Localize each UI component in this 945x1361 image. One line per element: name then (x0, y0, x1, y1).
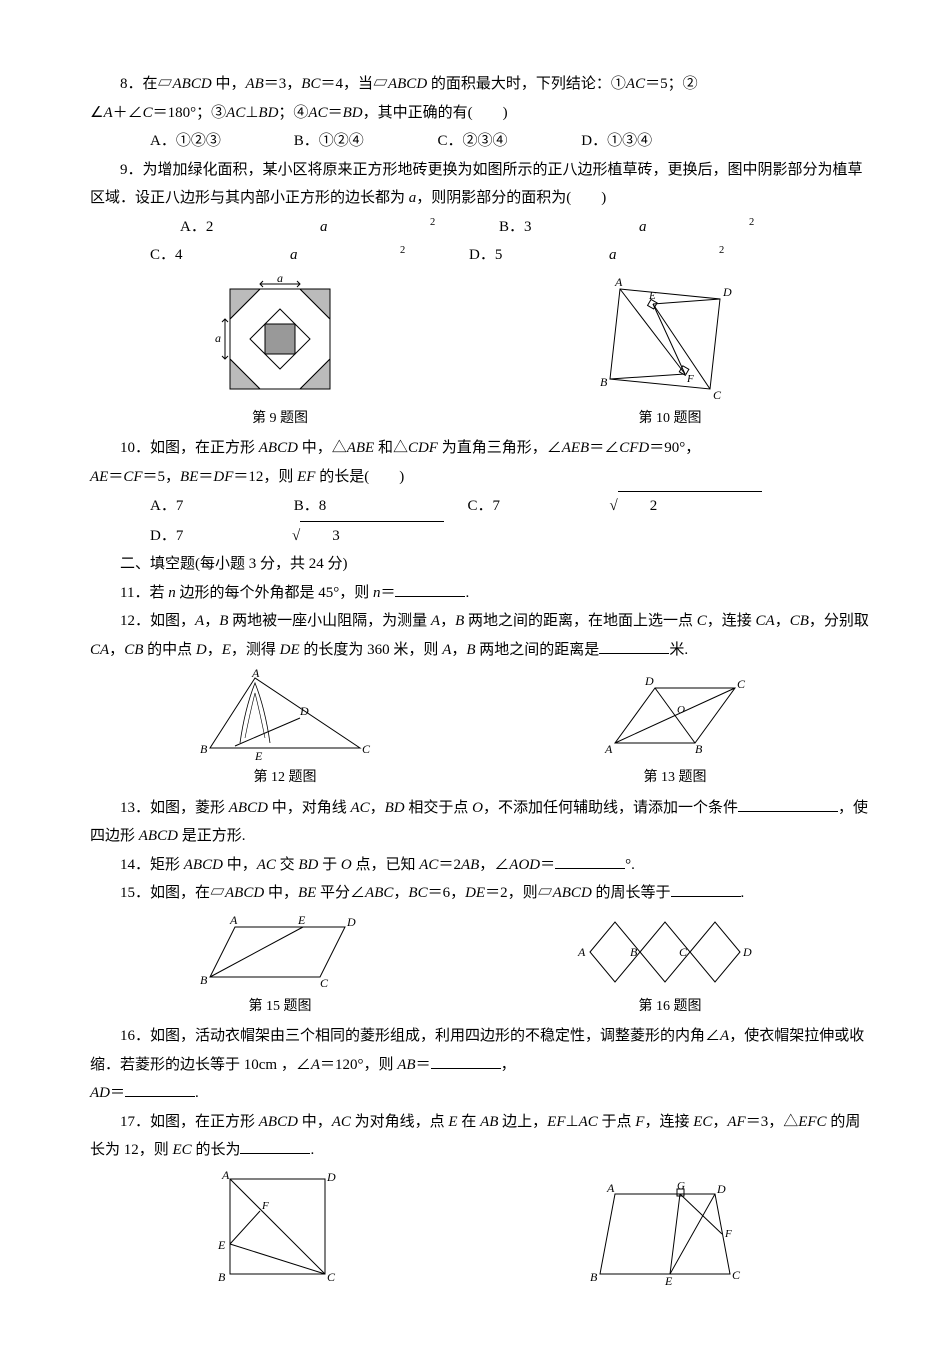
q9-optB: B．3a2 (439, 213, 754, 242)
figure-10: A D C B E F 第 10 题图 (595, 274, 745, 433)
question-10: 10．如图，在正方形 ABCD 中，△ABE 和△CDF 为直角三角形，∠AEB… (90, 434, 870, 491)
svg-text:A: A (606, 1181, 615, 1195)
fig-row-17-18: A D E B C F A G D F B E C (90, 1169, 870, 1289)
q8-optA: A．①②③ (120, 127, 260, 156)
fig-row-9-10: a a 第 9 题图 A D C B E F 第 10 题图 (90, 274, 870, 433)
q15-blank (671, 881, 741, 897)
q10-optA: A．7 (120, 492, 260, 521)
q16-blank1 (431, 1053, 501, 1069)
svg-text:E: E (664, 1274, 673, 1288)
figure-17: A D E B C F (210, 1169, 340, 1289)
figure-18: A G D F B E C (580, 1179, 750, 1289)
svg-text:D: D (742, 945, 752, 959)
svg-text:E: E (648, 290, 656, 302)
svg-text:A: A (577, 945, 586, 959)
question-17: 17．如图，在正方形 ABCD 中，AC 为对角线，点 E 在 AB 边上，EF… (90, 1108, 870, 1165)
question-15: 15．如图，在▱ABCD 中，BE 平分∠ABC，BC＝6，DE＝2，则▱ABC… (90, 879, 870, 908)
q10-options: A．7 B．8 C．72 D．73 (90, 491, 870, 550)
figure-16: A B C D 第 16 题图 (575, 912, 765, 1021)
svg-text:F: F (724, 1228, 732, 1240)
question-9: 9．为增加绿化面积，某小区将原来正方形地砖更换为如图所示的正八边形植草砖，更换后… (90, 156, 870, 213)
svg-text:D: D (716, 1182, 726, 1196)
svg-text:A: A (221, 1169, 230, 1182)
svg-text:C: C (732, 1268, 741, 1282)
fig-row-12-13: A B C D E 第 12 题图 A B C D O 第 13 题图 (90, 668, 870, 792)
svg-text:B: B (600, 375, 608, 389)
svg-text:G: G (677, 1180, 685, 1192)
svg-text:D: D (722, 285, 732, 299)
svg-text:C: C (327, 1270, 336, 1284)
svg-text:A: A (229, 913, 238, 927)
question-14: 14．矩形 ABCD 中，AC 交 BD 于 O 点，已知 AC＝2AB，∠AO… (90, 851, 870, 880)
svg-text:a: a (277, 274, 283, 285)
question-13: 13．如图，菱形 ABCD 中，对角线 AC，BD 相交于点 O，不添加任何辅助… (90, 794, 870, 851)
fig15-caption: 第 15 题图 (195, 994, 365, 1021)
svg-text:E: E (254, 749, 263, 763)
question-16: 16．如图，活动衣帽架由三个相同的菱形组成，利用四边形的不稳定性，调整菱形的内角… (90, 1022, 870, 1108)
svg-text:D: D (644, 674, 654, 688)
svg-text:C: C (713, 388, 722, 402)
svg-text:B: B (590, 1270, 598, 1284)
svg-text:C: C (737, 677, 746, 691)
svg-text:a: a (215, 331, 221, 345)
svg-text:C: C (679, 945, 688, 959)
q16-blank2 (125, 1081, 195, 1097)
figure-13: A B C D O 第 13 题图 (585, 673, 765, 792)
svg-text:E: E (297, 913, 306, 927)
section-2-header: 二、填空题(每小题 3 分，共 24 分) (90, 550, 870, 579)
svg-text:F: F (261, 1200, 269, 1212)
q10-optD: D．73 (90, 521, 444, 551)
svg-text:B: B (630, 945, 638, 959)
figure-15: A E D B C 第 15 题图 (195, 912, 365, 1021)
figure-9: a a 第 9 题图 (215, 274, 345, 433)
fig12-caption: 第 12 题图 (195, 765, 375, 792)
q9-optD: D．5a2 (409, 241, 724, 270)
svg-text:B: B (200, 973, 208, 987)
fig9-caption: 第 9 题图 (215, 406, 345, 433)
fig-row-15-16: A E D B C 第 15 题图 A B C D 第 16 题图 (90, 912, 870, 1021)
q9-options: A．2a2 B．3a2 C．4a2 D．5a2 (90, 213, 870, 270)
svg-text:B: B (200, 742, 208, 756)
question-8: 8．在▱ABCD 中，AB＝3，BC＝4，当▱ABCD 的面积最大时，下列结论：… (90, 70, 870, 127)
q13-blank (738, 796, 838, 812)
svg-text:C: C (362, 742, 371, 756)
svg-text:A: A (614, 275, 623, 289)
figure-12: A B C D E 第 12 题图 (195, 668, 375, 792)
svg-text:A: A (604, 742, 613, 756)
svg-text:D: D (346, 915, 356, 929)
svg-text:D: D (326, 1170, 336, 1184)
q8-optD: D．①③④ (551, 127, 691, 156)
question-12: 12．如图，A，B 两地被一座小山阻隔，为测量 A，B 两地之间的距离，在地面上… (90, 607, 870, 664)
q10-optC: C．72 (408, 491, 762, 521)
q9-optC: C．4a2 (90, 241, 405, 270)
svg-text:O: O (677, 704, 685, 716)
svg-text:F: F (686, 373, 694, 385)
q10-optB: B．8 (264, 492, 404, 521)
q11-blank (395, 581, 465, 597)
svg-text:A: A (251, 668, 260, 680)
q8-options: A．①②③ B．①②④ C．②③④ D．①③④ (90, 127, 870, 156)
svg-text:E: E (217, 1238, 226, 1252)
q8-optC: C．②③④ (408, 127, 548, 156)
q8-optB: B．①②④ (264, 127, 404, 156)
q12-blank (599, 638, 669, 654)
svg-text:C: C (320, 976, 329, 990)
svg-text:D: D (299, 704, 309, 718)
fig16-caption: 第 16 题图 (575, 994, 765, 1021)
question-11: 11．若 n 边形的每个外角都是 45°，则 n＝. (90, 579, 870, 608)
svg-text:B: B (695, 742, 703, 756)
fig13-caption: 第 13 题图 (585, 765, 765, 792)
q17-blank (240, 1138, 310, 1154)
q14-blank (555, 853, 625, 869)
q9-optA: A．2a2 (120, 213, 435, 242)
fig10-caption: 第 10 题图 (595, 406, 745, 433)
svg-text:B: B (218, 1270, 226, 1284)
